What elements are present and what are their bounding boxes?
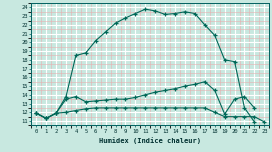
X-axis label: Humidex (Indice chaleur): Humidex (Indice chaleur) [99, 137, 201, 143]
